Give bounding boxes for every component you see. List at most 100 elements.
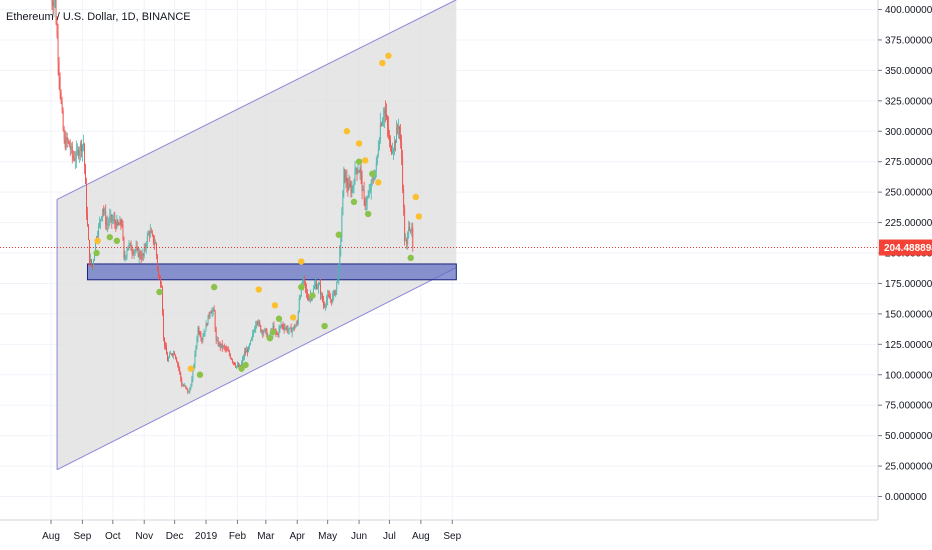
candle [398,118,400,139]
channel-upper-line[interactable] [56,0,457,200]
candle [294,324,296,329]
sell-signal-dot [271,302,279,309]
candle [129,242,131,247]
sell-signal-dot [385,52,392,59]
candle [288,328,290,335]
channel-fill [57,0,457,470]
x-tick-label: 2019 [195,531,218,542]
candle [74,151,76,170]
sell-signal-dot [355,140,363,147]
candle [354,160,356,185]
candle [126,247,128,260]
candle [314,280,315,289]
candle [187,388,189,395]
candle [394,136,395,156]
last-price-label: 204.488898 [884,243,932,254]
candle [90,253,91,264]
candle [71,141,73,164]
candle [383,106,385,129]
channel-lower-line[interactable] [56,267,457,471]
candle [53,0,55,18]
candle [308,296,310,302]
candle [130,240,132,251]
y-axis[interactable]: 400.000000 375.000000 350.000000 325.000000… [877,0,932,550]
buy-signal-dot [275,315,283,322]
sell-signal-dot [255,286,262,293]
candle [156,254,158,272]
candle [349,176,351,188]
candle [382,107,384,127]
candle [89,239,90,267]
candle [327,289,329,306]
candle [219,341,221,352]
candle [215,326,217,345]
buy-signal-dot [335,231,342,238]
candle [58,57,60,90]
x-axis[interactable]: Aug Sep Oct Nov Dec 2019 Feb Mar Apr May Jun Jul Aug… [0,519,878,550]
candle [391,145,392,156]
y-tick-label: 175.000000 [885,279,932,290]
buy-signal-dot [93,249,100,257]
candle [225,345,227,353]
candle [146,231,148,249]
candle [362,185,364,192]
y-tick-label: 150.000000 [885,309,932,320]
candle [412,222,414,252]
candle [172,353,174,358]
last-price-tag[interactable]: 204.488898 [879,239,932,256]
candle [189,386,191,394]
candle [107,215,109,233]
candle [56,16,58,39]
buy-signal-dot [266,335,274,342]
candle [145,241,147,254]
candle [297,310,299,326]
candle [256,320,258,329]
candle [347,178,349,197]
candle [389,129,390,148]
candle [343,166,345,198]
candle [243,354,244,362]
candle [333,289,335,301]
support-zone[interactable] [86,263,457,281]
candle [289,326,291,330]
candle [64,130,66,151]
y-tick-label: 0.000000 [885,492,927,503]
candle [368,184,370,198]
x-tick-label: Dec [166,531,184,542]
candle [261,329,263,335]
sell-signal-dot [361,157,369,164]
candle [209,311,211,319]
candle [155,242,157,260]
candle [245,347,247,356]
x-tick-label: Sep [443,531,461,542]
candle [213,305,215,312]
candle [379,112,381,144]
candle [116,214,118,230]
candle [153,235,155,251]
candle [222,345,224,350]
candle [210,309,212,314]
candle [169,351,171,359]
candle [401,134,403,166]
candle [244,347,245,361]
candle [164,337,165,350]
candle [85,163,86,185]
candle [69,139,71,157]
candle [258,318,260,327]
candle [114,211,116,230]
candle [73,151,75,162]
candle [282,321,284,331]
candle [196,335,198,350]
candle [226,346,228,351]
candle [66,132,68,148]
candle [353,178,355,194]
candle [150,227,152,234]
candle [257,320,259,327]
candle [104,207,106,216]
x-tick-label: Oct [105,531,121,542]
x-tick-label: May [318,531,337,542]
candle [235,365,237,370]
candle [82,134,84,152]
candle [307,293,309,302]
